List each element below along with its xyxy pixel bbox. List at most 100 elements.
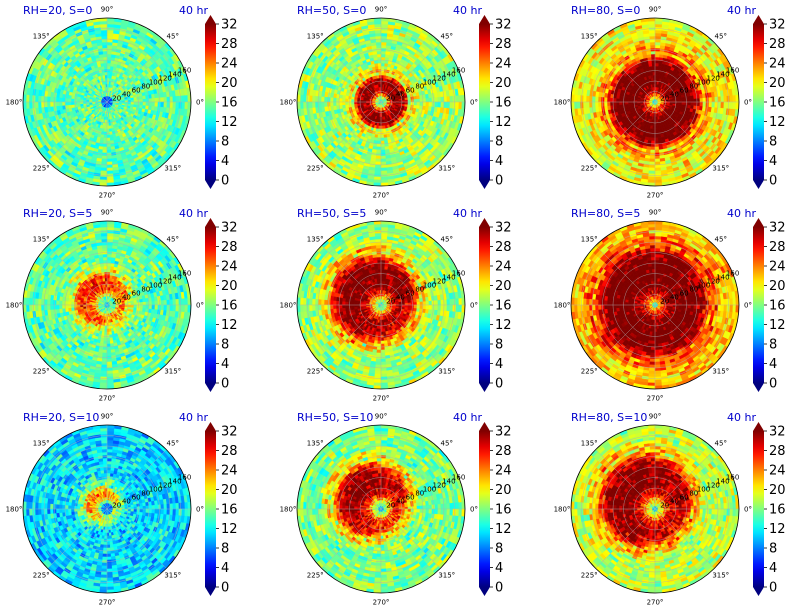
field-cell (377, 134, 382, 139)
radial-tick-label: 120 (159, 74, 172, 82)
field-cell (359, 99, 364, 103)
field-cell (374, 167, 382, 172)
field-cell (375, 44, 382, 49)
panel-1: 0°45°90°135°180°225°270°315°204060801001… (6, 4, 238, 200)
field-cell (160, 101, 165, 108)
field-cell (630, 99, 635, 103)
field-cell (618, 101, 623, 106)
field-cell (449, 101, 454, 109)
field-cell (106, 50, 112, 55)
field-cell (172, 101, 177, 109)
field-cell (335, 101, 340, 107)
angular-gridline (106, 42, 167, 103)
field-cell (377, 137, 382, 142)
colorbar-tick-label: 8 (221, 135, 229, 150)
field-cell (106, 44, 113, 49)
field-cell (102, 56, 108, 61)
field-cell (375, 155, 382, 160)
field-cell (148, 101, 153, 107)
field-cell (169, 101, 174, 108)
field-cell (649, 128, 653, 133)
angle-tick-label: 45° (441, 33, 453, 41)
colorbar-tick-label: 0 (221, 174, 229, 189)
field-cell (104, 119, 108, 124)
field-cell (428, 101, 433, 107)
angle-tick-label: 135° (307, 33, 324, 41)
field-cell (166, 96, 171, 103)
field-cell (99, 179, 108, 184)
field-cell (34, 95, 39, 103)
field-cell (133, 101, 138, 105)
field-cell (106, 56, 112, 61)
radial-tick-label: 40 (122, 90, 131, 98)
field-cell (82, 99, 87, 103)
field-cell (166, 101, 171, 108)
field-cell (380, 170, 388, 175)
field-cell (23, 94, 27, 103)
field-cell (28, 101, 33, 110)
field-cell (160, 96, 165, 103)
angle-tick-label: 270° (99, 192, 116, 200)
field-cell (380, 62, 385, 67)
field-cell (101, 44, 108, 49)
field-cell (187, 101, 191, 110)
field-cell (181, 101, 186, 110)
field-cell (43, 96, 48, 103)
field-cell (380, 179, 389, 184)
field-cell (106, 41, 113, 46)
field-cell (443, 101, 448, 108)
angle-tick-label: 315° (438, 164, 455, 172)
field-cell (419, 98, 424, 103)
field-cell (106, 18, 115, 22)
field-cell (181, 94, 186, 103)
angle-tick-label: 45° (167, 33, 179, 41)
field-cell (106, 32, 114, 37)
field-cell (317, 101, 322, 108)
field-cell (106, 71, 110, 76)
field-cell (175, 101, 180, 109)
field-cell (64, 101, 69, 106)
field-cell (163, 96, 168, 103)
field-cell (28, 94, 33, 103)
field-cell (407, 101, 412, 105)
field-cell (633, 99, 638, 103)
field-cell (413, 98, 418, 103)
field-cell (338, 98, 343, 103)
field-cell (380, 56, 386, 61)
field-cell (133, 104, 138, 108)
colorbar-tick-label: 12 (221, 115, 238, 130)
field-cell (455, 94, 460, 103)
field-cell (375, 38, 382, 43)
field-cell (67, 98, 72, 103)
radial-tick-label: 140 (168, 70, 181, 78)
field-cell (102, 50, 108, 55)
field-cell (106, 140, 111, 145)
field-cell (652, 122, 656, 127)
field-cell (425, 101, 430, 107)
field-cell (172, 95, 177, 103)
field-cell (103, 59, 108, 64)
field-cell (314, 101, 319, 108)
field-cell (380, 155, 387, 160)
field-cell (308, 95, 313, 103)
field-cell (374, 29, 382, 34)
colorbar-tick-label: 28 (221, 37, 238, 52)
field-cell (99, 182, 108, 186)
field-cell (376, 143, 382, 148)
field-cell (175, 95, 180, 103)
field-cell (102, 146, 108, 151)
field-cell (380, 65, 385, 70)
field-cell (380, 164, 387, 169)
field-cell (440, 101, 445, 108)
field-cell (380, 161, 387, 166)
field-cell (102, 149, 108, 154)
field-cell (434, 101, 439, 108)
field-cell (380, 158, 387, 163)
angular-gridline (47, 42, 108, 103)
field-cell (380, 74, 384, 79)
field-cell (55, 101, 60, 107)
field-cell (106, 62, 111, 67)
field-cell (380, 71, 384, 76)
field-cell (380, 20, 389, 25)
field-cell (380, 146, 386, 151)
